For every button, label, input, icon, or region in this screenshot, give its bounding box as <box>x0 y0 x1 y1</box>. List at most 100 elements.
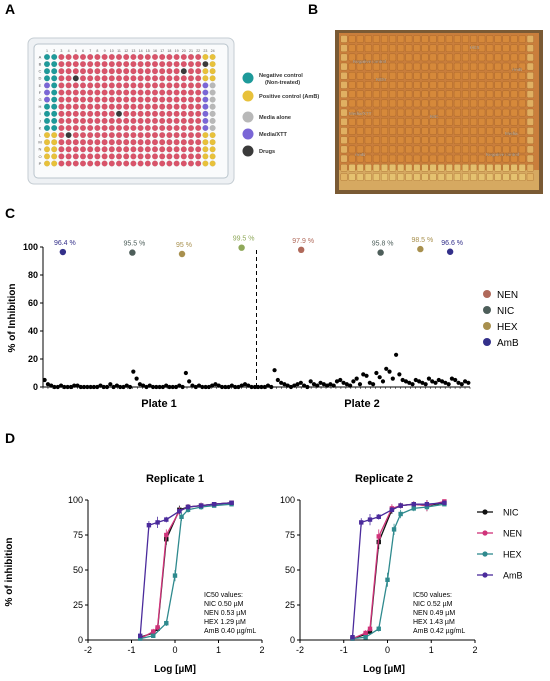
photo-well <box>405 136 413 144</box>
photo-well <box>486 118 494 126</box>
plate-well <box>94 160 101 167</box>
photo-well <box>429 145 437 154</box>
legend-swatch-media-alone <box>242 111 254 123</box>
photo-well <box>462 136 469 144</box>
plate-well <box>123 132 130 139</box>
plate-row-label: O <box>38 154 41 159</box>
plate-well <box>123 61 130 68</box>
plate-well <box>65 132 72 139</box>
photo-well <box>405 62 413 71</box>
photo-well <box>486 53 494 62</box>
c-screen-point <box>295 382 300 387</box>
c-legend-label: NIC <box>497 306 514 317</box>
plate-well <box>202 139 209 146</box>
plate-row-label: F <box>39 90 42 95</box>
plate-wells <box>43 53 216 167</box>
photo-well <box>437 145 445 154</box>
c-screen-point <box>430 379 435 384</box>
photo-well <box>502 136 510 144</box>
legend-label: Drugs <box>259 149 275 155</box>
plate-well <box>144 68 151 75</box>
plate-well <box>180 132 187 139</box>
plate-well <box>137 146 144 153</box>
plate-well <box>51 132 58 139</box>
plate-well <box>195 96 202 103</box>
plate-well <box>87 68 94 75</box>
photo-well <box>462 164 469 172</box>
plate-well <box>209 103 216 110</box>
c-screen-point <box>219 384 225 390</box>
plate-well <box>123 103 130 110</box>
c-screen-point <box>341 380 346 385</box>
plate-well <box>202 68 209 75</box>
photo-well <box>478 90 486 98</box>
plate-well <box>43 103 51 110</box>
plate-well <box>130 68 137 75</box>
photo-well <box>453 127 461 135</box>
plate-well <box>187 75 195 82</box>
photo-well <box>453 81 461 89</box>
plate-well <box>79 160 87 167</box>
photo-well <box>510 118 518 126</box>
plate-well <box>101 146 108 153</box>
d-point-amb <box>376 514 381 519</box>
c-screen-point <box>436 377 441 383</box>
plate-well <box>123 124 130 132</box>
plate-well <box>87 160 94 167</box>
plate-well <box>72 153 79 160</box>
photo-well <box>445 173 453 181</box>
plate-well <box>202 132 209 139</box>
plate-well <box>195 61 202 68</box>
photo-well <box>348 72 356 80</box>
plate-well <box>195 68 202 75</box>
d-point-amb <box>177 509 182 514</box>
plate-well <box>79 68 87 75</box>
legend-label: Media/XTT <box>259 132 288 138</box>
plate-well <box>187 160 195 167</box>
plate-well <box>108 68 115 75</box>
plate-well <box>51 53 58 61</box>
photo-well <box>421 136 429 144</box>
plate-well <box>137 75 144 82</box>
photo-well <box>510 127 518 135</box>
plate-well <box>144 160 151 167</box>
c-screen-point <box>108 382 113 387</box>
plate-well <box>108 82 115 89</box>
plate-well <box>202 96 209 103</box>
plate-col-label: 7 <box>89 49 91 53</box>
plate-well <box>87 132 94 139</box>
plate-col-label: 18 <box>167 49 171 53</box>
c-y-tick-label: 0 <box>33 382 38 392</box>
c-screen-point <box>456 380 461 385</box>
photo-well <box>445 62 453 71</box>
plate-well <box>94 146 101 153</box>
c-screen-point <box>384 366 389 371</box>
plate-well <box>43 96 51 103</box>
photo-well <box>470 35 478 43</box>
plate-row-label: G <box>38 97 41 102</box>
photo-well <box>526 118 534 126</box>
c-screen-point <box>49 383 54 388</box>
plate-well <box>130 89 137 96</box>
plate-well <box>144 53 151 61</box>
photo-well <box>462 127 469 135</box>
photo-well <box>421 99 429 108</box>
plate-well <box>79 82 87 89</box>
c-y-tick-label: 40 <box>28 326 38 336</box>
d1-x-axis-label: Log [µM] <box>154 664 196 675</box>
d-point-hex <box>164 621 169 626</box>
d1-series <box>138 500 234 641</box>
plate-well <box>187 82 195 89</box>
photo-well <box>453 164 461 172</box>
photo-well <box>348 53 356 62</box>
photo-well <box>405 72 413 80</box>
plate-well <box>94 110 101 117</box>
photo-well <box>356 81 364 89</box>
photo-well <box>462 108 469 117</box>
c-screen-point <box>157 384 162 390</box>
photo-well <box>389 108 397 117</box>
photo-well <box>340 44 348 52</box>
c-screen-point <box>137 382 142 387</box>
photo-well <box>486 72 494 80</box>
